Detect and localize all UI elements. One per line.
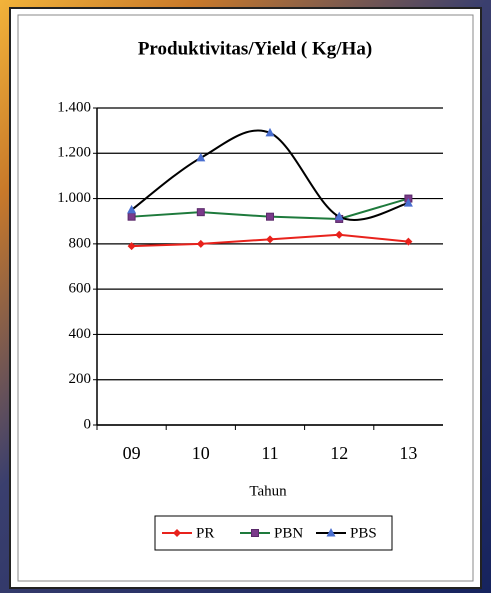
y-tick-label: 800 [69, 235, 92, 251]
y-tick-label: 1.200 [57, 145, 91, 161]
marker [266, 212, 274, 221]
marker [196, 208, 205, 217]
marker [335, 230, 344, 239]
y-tick-label: 400 [69, 326, 92, 342]
marker [127, 212, 136, 221]
x-tick-label: 11 [261, 443, 278, 463]
y-tick-label: 600 [69, 281, 92, 297]
legend-box [154, 515, 393, 551]
panel [9, 7, 482, 589]
marker [265, 127, 275, 137]
x-tick-label: 09 [123, 443, 141, 463]
legend-label: PBN [274, 525, 303, 541]
marker [326, 528, 336, 537]
marker [334, 211, 344, 221]
x-tick-label: 13 [399, 443, 417, 463]
chart-title: Produktivitas/Yield ( Kg/Ha) [138, 38, 372, 59]
marker [403, 198, 413, 207]
marker [173, 529, 181, 537]
x-tick-label: 12 [330, 443, 348, 463]
marker [127, 242, 136, 251]
legend-label: PR [196, 525, 214, 541]
y-tick-label: 0 [84, 416, 92, 432]
x-tick-label: 10 [192, 443, 210, 463]
marker [127, 204, 137, 214]
x-axis-label: Tahun [249, 483, 287, 499]
marker [266, 235, 274, 244]
y-tick-label: 200 [69, 371, 92, 387]
legend-label: PBS [350, 525, 377, 541]
marker [196, 239, 205, 248]
marker [251, 529, 259, 537]
marker [404, 237, 413, 246]
y-tick-label: 1.000 [57, 190, 91, 206]
marker [196, 152, 206, 162]
y-tick-label: 1.400 [57, 99, 91, 115]
chart-frame [17, 14, 474, 582]
